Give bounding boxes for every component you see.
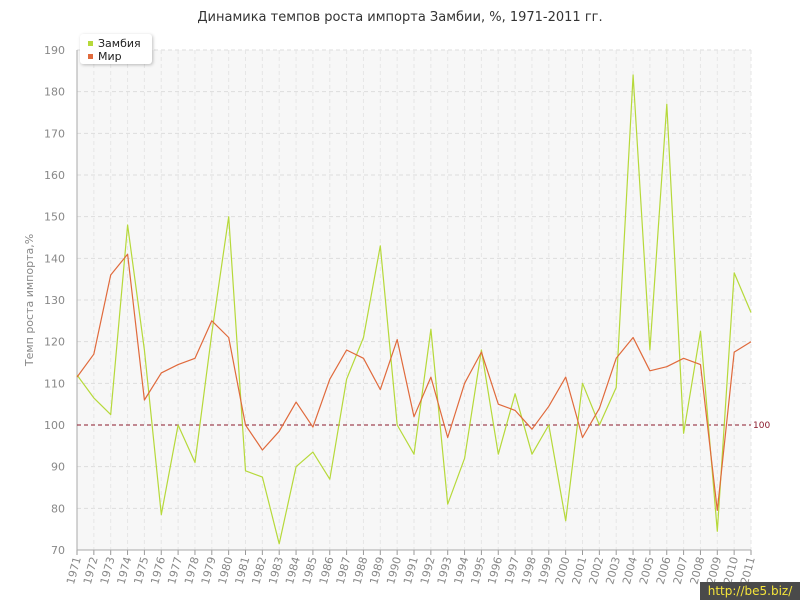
- y-axis-label: Темп роста импорта,%: [23, 234, 36, 367]
- legend-item-zambia[interactable]: Замбия: [88, 37, 141, 50]
- legend-swatch-zambia: [88, 40, 93, 46]
- y-tick-label: 150: [44, 211, 65, 224]
- y-tick-label: 120: [44, 336, 65, 349]
- series-line-1: [76, 253, 752, 511]
- y-tick-label: 170: [44, 127, 65, 140]
- chart-title: Динамика темпов роста импорта Замбии, %,…: [197, 10, 603, 25]
- y-tick-label: 70: [51, 544, 65, 557]
- y-tick-label: 110: [44, 377, 65, 390]
- legend-swatch-world: [88, 53, 93, 59]
- legend-label-world: Мир: [98, 50, 122, 63]
- y-tick-label: 130: [44, 294, 65, 307]
- y-tick-label: 90: [51, 461, 65, 474]
- y-tick-label: 140: [44, 252, 65, 265]
- y-tick-label: 190: [44, 44, 65, 57]
- chart-legend: Замбия Мир: [80, 34, 152, 64]
- y-tick-label: 160: [44, 169, 65, 182]
- series-line-0: [76, 74, 752, 545]
- site-watermark[interactable]: http://be5.biz/: [700, 582, 800, 600]
- y-tick-label: 100: [44, 419, 65, 432]
- y-tick-label: 80: [51, 502, 65, 515]
- legend-item-world[interactable]: Мир: [88, 50, 122, 63]
- reference-line-label: 100: [753, 421, 770, 431]
- y-tick-label: 180: [44, 86, 65, 99]
- legend-label-zambia: Замбия: [98, 37, 141, 50]
